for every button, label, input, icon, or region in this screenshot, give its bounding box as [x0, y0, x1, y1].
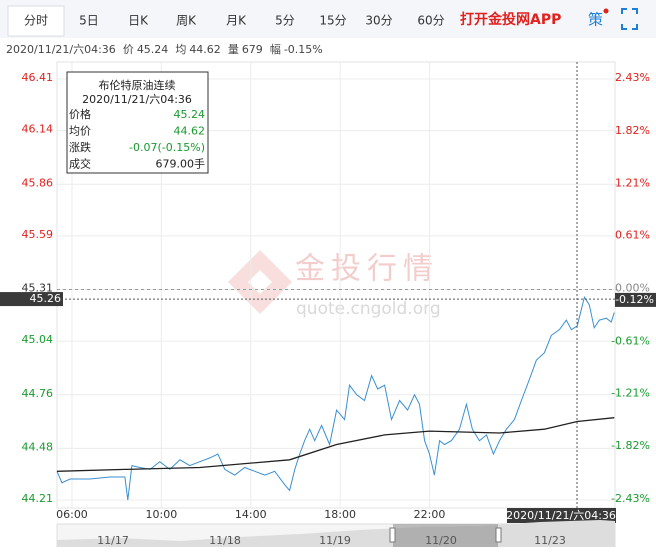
y2-tick-label: 1.82% [615, 124, 650, 137]
tooltip-value: 45.24 [174, 108, 206, 121]
y2-tick-label: -0.61% [611, 334, 650, 347]
y2-tick-label: -2.43% [611, 492, 650, 505]
y2-tick-label: 0.61% [615, 229, 650, 242]
plot-frame [56, 61, 616, 509]
x-tick-label: 18:00 [324, 508, 356, 521]
tooltip-box [66, 71, 209, 174]
navigator-handle[interactable] [389, 527, 396, 543]
tooltip-value: 679.00手 [156, 157, 206, 171]
watermark-logo [228, 250, 292, 314]
y-tick-label: 46.41 [22, 71, 54, 84]
y2-tick-label: -1.82% [611, 439, 650, 452]
tooltip-label: 均价 [69, 125, 91, 138]
y2-tick-label: 1.21% [615, 177, 650, 190]
y2-tick-label: 0.00% [615, 282, 650, 295]
crosshair-y2-box [615, 292, 656, 307]
y2-tick-label: -1.21% [611, 386, 650, 399]
tooltip-label: 价格 [69, 107, 91, 121]
crosshair-x-box [507, 508, 616, 523]
info-datetime: 2020/11/21/六04:36 [6, 43, 116, 56]
strategy-button[interactable]: 策 [588, 11, 603, 29]
x-tick-label: 22:00 [414, 508, 446, 521]
navigator-date: 11/17 [97, 534, 129, 547]
fullscreen-icon[interactable] [621, 8, 638, 30]
info-price-label: 价 [123, 43, 134, 56]
tab[interactable]: 5分 [275, 14, 295, 28]
tooltip-value: 44.62 [174, 125, 206, 138]
navigator-window[interactable] [393, 524, 498, 547]
tooltip-datetime: 2020/11/21/六04:36 [82, 93, 192, 106]
y2-tick-label: 2.43% [615, 71, 650, 84]
tab[interactable]: 5日 [79, 14, 99, 28]
x-tick-label: 14:00 [235, 508, 267, 521]
info-vol: 679 [242, 43, 263, 56]
y-tick-label: 45.04 [22, 333, 54, 346]
logo-inner [248, 270, 272, 294]
tab[interactable]: 日K [128, 14, 149, 28]
crosshair-y-box [0, 292, 63, 307]
tab-bar [0, 0, 656, 38]
series-line [56, 417, 615, 472]
y-tick-label: 44.76 [22, 387, 54, 400]
navigator-handle[interactable] [495, 527, 502, 543]
tab[interactable]: 周K [176, 14, 197, 28]
tooltip-title: 布伦特原油连续 [99, 78, 176, 92]
tooltip-value: -0.07(-0.15%) [129, 141, 205, 154]
logo-diamond [228, 250, 292, 314]
active-tab-bg [7, 5, 65, 37]
series-line [56, 295, 615, 501]
crosshair-y-label: 45.26 [30, 292, 62, 305]
badge-dot [603, 8, 609, 14]
navigator-date: 11/18 [209, 534, 241, 547]
info-avg: 44.62 [189, 43, 221, 56]
tab[interactable]: 30分 [365, 14, 392, 28]
navigator-date: 11/19 [319, 534, 351, 547]
info-range-label: 幅 [270, 43, 281, 56]
info-vol-label: 量 [228, 43, 239, 56]
tab[interactable]: 15分 [319, 14, 346, 28]
y-tick-label: 44.48 [22, 440, 54, 453]
y-tick-label: 45.59 [22, 228, 54, 241]
navigator-date: 11/20 [425, 534, 457, 547]
tab[interactable]: 60分 [417, 14, 444, 28]
y-tick-label: 44.21 [22, 492, 54, 505]
tooltip-label: 成交 [69, 157, 91, 171]
tab[interactable]: 分时 [24, 14, 48, 28]
navigator [56, 520, 616, 548]
crosshair-y2-label: -0.12% [615, 293, 654, 306]
x-tick-label: 06:00 [56, 508, 88, 521]
y-tick-label: 45.31 [22, 282, 54, 295]
x-tick-label: 10:00 [146, 508, 178, 521]
tooltip-label: 涨跌 [69, 140, 91, 154]
y-tick-label: 46.14 [22, 123, 54, 136]
crosshair-x-label: 2020/11/21/六04:36 [506, 509, 616, 522]
y-tick-label: 45.86 [22, 176, 54, 189]
watermark-brand: 金投行情 [295, 252, 439, 287]
watermark-url: quote.cngold.org [296, 299, 441, 319]
info-range: -0.15% [284, 43, 323, 56]
info-price: 45.24 [137, 43, 169, 56]
app-link[interactable]: 打开金投网APP [460, 11, 561, 28]
tab[interactable]: 月K [226, 14, 247, 28]
info-avg-label: 均 [175, 43, 186, 56]
navigator-date: 11/23 [534, 534, 566, 547]
